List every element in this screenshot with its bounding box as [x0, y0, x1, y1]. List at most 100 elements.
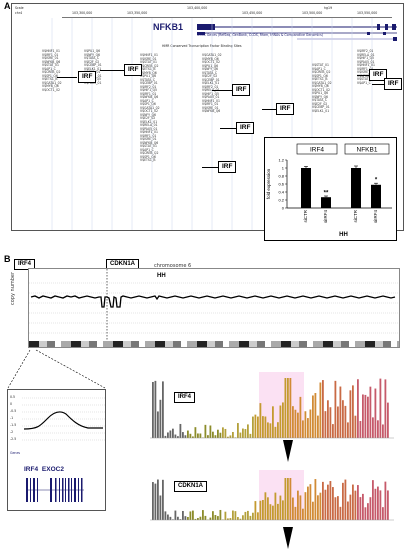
inset-group-label: IRF4	[310, 147, 324, 154]
histogram-bar	[182, 432, 184, 438]
histogram-bar	[387, 402, 389, 438]
histogram-bar	[249, 515, 252, 520]
histogram-bar	[247, 424, 249, 438]
irf-callout: IRF	[78, 71, 97, 83]
histogram-bar	[247, 510, 249, 520]
histogram-bar	[344, 405, 347, 438]
histogram-bar	[282, 402, 284, 438]
histogram-bar	[259, 403, 262, 438]
histogram-bar	[274, 426, 277, 438]
histogram-bar	[354, 415, 357, 438]
histogram-bar	[194, 518, 197, 520]
histogram-bar	[352, 385, 354, 438]
irf4-expression-histogram	[150, 372, 394, 439]
histogram-bar	[207, 435, 209, 438]
irf-arrow	[262, 109, 276, 111]
histogram-bar	[369, 386, 372, 438]
histogram-bar	[307, 418, 309, 438]
histogram-bar	[154, 380, 157, 438]
irf-callout: IRF	[384, 78, 403, 90]
histogram-bar	[204, 515, 207, 520]
irf-arrow	[372, 84, 384, 86]
histogram-bar	[332, 487, 334, 520]
histogram-bar	[159, 495, 162, 520]
histogram-bar	[164, 511, 167, 520]
histogram-bar	[184, 516, 187, 520]
histogram-bar	[197, 433, 199, 438]
histogram-bar	[334, 497, 337, 520]
histogram-bar	[299, 396, 302, 438]
histogram-bar	[352, 484, 354, 520]
histogram-bar	[287, 478, 289, 520]
histogram-bar	[272, 406, 274, 438]
histogram-bar	[212, 511, 214, 520]
histogram-bar	[157, 411, 159, 438]
histogram-bar	[302, 508, 304, 520]
histogram-bar	[267, 422, 269, 438]
histogram-bar	[227, 518, 229, 520]
browser-position-tick: 103,550,000	[357, 11, 378, 15]
chromosome-label: chromosome 6	[154, 263, 192, 269]
irf-arrow	[202, 167, 218, 169]
histogram-bar	[157, 479, 159, 520]
histogram-bar	[179, 423, 182, 438]
histogram-bar	[314, 393, 317, 438]
histogram-bar	[267, 497, 269, 520]
histogram-bar	[379, 378, 382, 438]
histogram-bar	[384, 481, 387, 520]
zoom-connector	[7, 349, 106, 389]
histogram-bar	[222, 427, 224, 438]
histogram-bar	[262, 416, 264, 438]
histogram-bar	[159, 399, 162, 438]
histogram-bar	[304, 492, 307, 520]
histogram-bar	[304, 411, 307, 438]
histogram-bar	[224, 428, 227, 438]
histogram-bar	[212, 431, 214, 438]
inset-y-tick-label: 0.6	[278, 182, 284, 187]
zoom-tick: -2	[10, 430, 14, 434]
histogram-bar	[219, 509, 222, 520]
histogram-bar	[264, 492, 267, 520]
histogram-bar	[317, 495, 319, 520]
zoom-tick: -1	[10, 416, 14, 420]
histogram-bar	[324, 489, 327, 520]
histogram-bar	[354, 490, 357, 520]
irf-callout: IRF	[232, 84, 251, 96]
inset-group-box	[344, 143, 390, 155]
inset-significance: *	[375, 178, 378, 184]
histogram-bar	[359, 497, 362, 520]
histogram-bar	[357, 485, 359, 520]
histogram-bar	[237, 517, 239, 520]
zoom-gene-model	[26, 478, 84, 502]
histogram-bar	[367, 396, 369, 438]
histogram-bar	[324, 411, 327, 438]
histogram-bar	[234, 511, 237, 520]
exoc2-gene-label: EXOC2	[41, 466, 64, 473]
zoom-gene-labels: IRF4 EXOC2	[24, 466, 64, 473]
histogram-bar	[347, 422, 349, 438]
histogram-bar	[204, 424, 207, 438]
histogram-bar	[277, 503, 279, 520]
histogram-bar	[174, 434, 177, 438]
histogram-bar	[214, 515, 217, 520]
histogram-bar	[277, 422, 279, 438]
histogram-bar	[319, 492, 322, 520]
histogram-bar	[312, 395, 314, 438]
histogram-bar	[232, 431, 234, 438]
inset-category-label: siCTR	[303, 209, 308, 222]
histogram-bar	[289, 378, 292, 438]
histogram-bar	[192, 510, 194, 520]
histogram-bar	[287, 378, 289, 438]
histogram-bar	[252, 416, 254, 438]
irf-arrow	[57, 77, 77, 79]
browser-ruler	[62, 17, 392, 18]
browser-track-caption: UCSC Genes (RefSeq, GenBank, CCDS, Rfam,…	[197, 33, 323, 37]
histogram-bar	[349, 390, 352, 438]
histogram-bar	[334, 380, 337, 438]
histogram-bar	[367, 503, 369, 520]
histogram-bar	[197, 518, 199, 520]
histogram-bar	[329, 407, 332, 438]
histogram-bar	[199, 433, 202, 438]
histogram-bar	[232, 510, 234, 520]
histogram-bar	[187, 430, 189, 438]
